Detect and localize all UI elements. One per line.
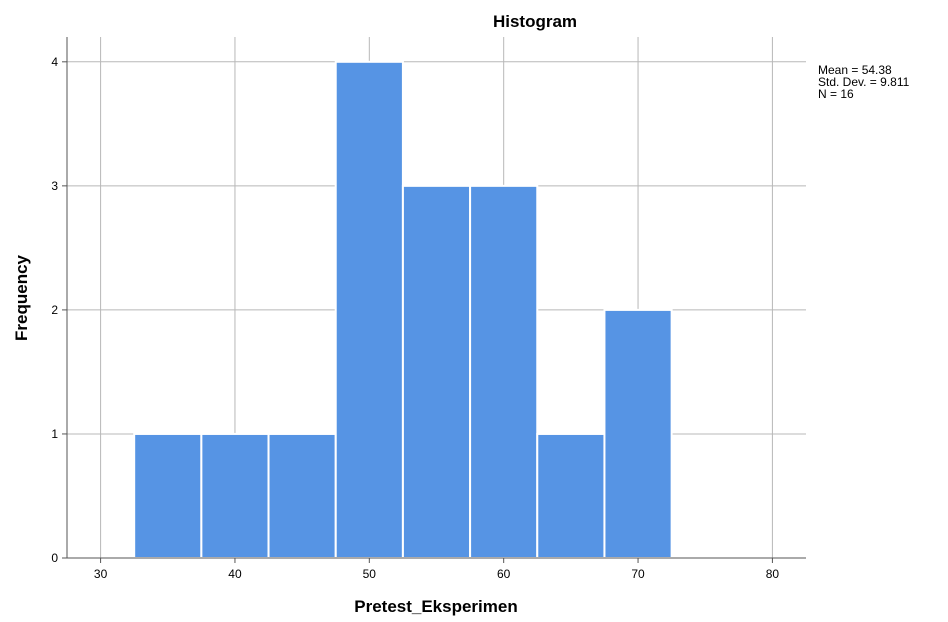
histogram-bar xyxy=(603,308,673,559)
histogram-bar xyxy=(469,184,539,559)
statistics-legend: Mean = 54.38 Std. Dev. = 9.811 N = 16 xyxy=(818,63,910,101)
histogram-bar xyxy=(267,432,337,560)
y-tick-label: 3 xyxy=(51,179,58,193)
stat-mean: Mean = 54.38 xyxy=(818,63,892,77)
histogram-bar xyxy=(334,60,404,560)
histogram-bar xyxy=(133,432,203,560)
x-tick-label: 30 xyxy=(94,567,108,581)
x-tick-label: 50 xyxy=(363,567,377,581)
chart-title: Histogram xyxy=(493,12,577,31)
x-tick-label: 40 xyxy=(228,567,242,581)
axes xyxy=(66,37,806,559)
y-axis-label: Frequency xyxy=(12,254,31,341)
histogram-bar xyxy=(200,432,270,560)
y-tick-label: 2 xyxy=(51,303,58,317)
stat-std-dev: Std. Dev. = 9.811 xyxy=(818,75,910,89)
y-axis-ticks: 0 1 2 3 4 xyxy=(51,55,67,565)
x-tick-label: 60 xyxy=(497,567,511,581)
y-tick-label: 1 xyxy=(51,427,58,441)
stat-n: N = 16 xyxy=(818,87,854,101)
y-tick-label: 0 xyxy=(51,551,58,565)
x-tick-label: 70 xyxy=(631,567,645,581)
x-tick-label: 80 xyxy=(766,567,780,581)
histogram-bar xyxy=(536,432,606,560)
x-axis-ticks: 30 40 50 60 70 80 xyxy=(94,558,779,581)
y-tick-label: 4 xyxy=(51,55,58,69)
histogram-bar xyxy=(401,184,472,559)
x-axis-label: Pretest_Eksperimen xyxy=(354,597,517,616)
